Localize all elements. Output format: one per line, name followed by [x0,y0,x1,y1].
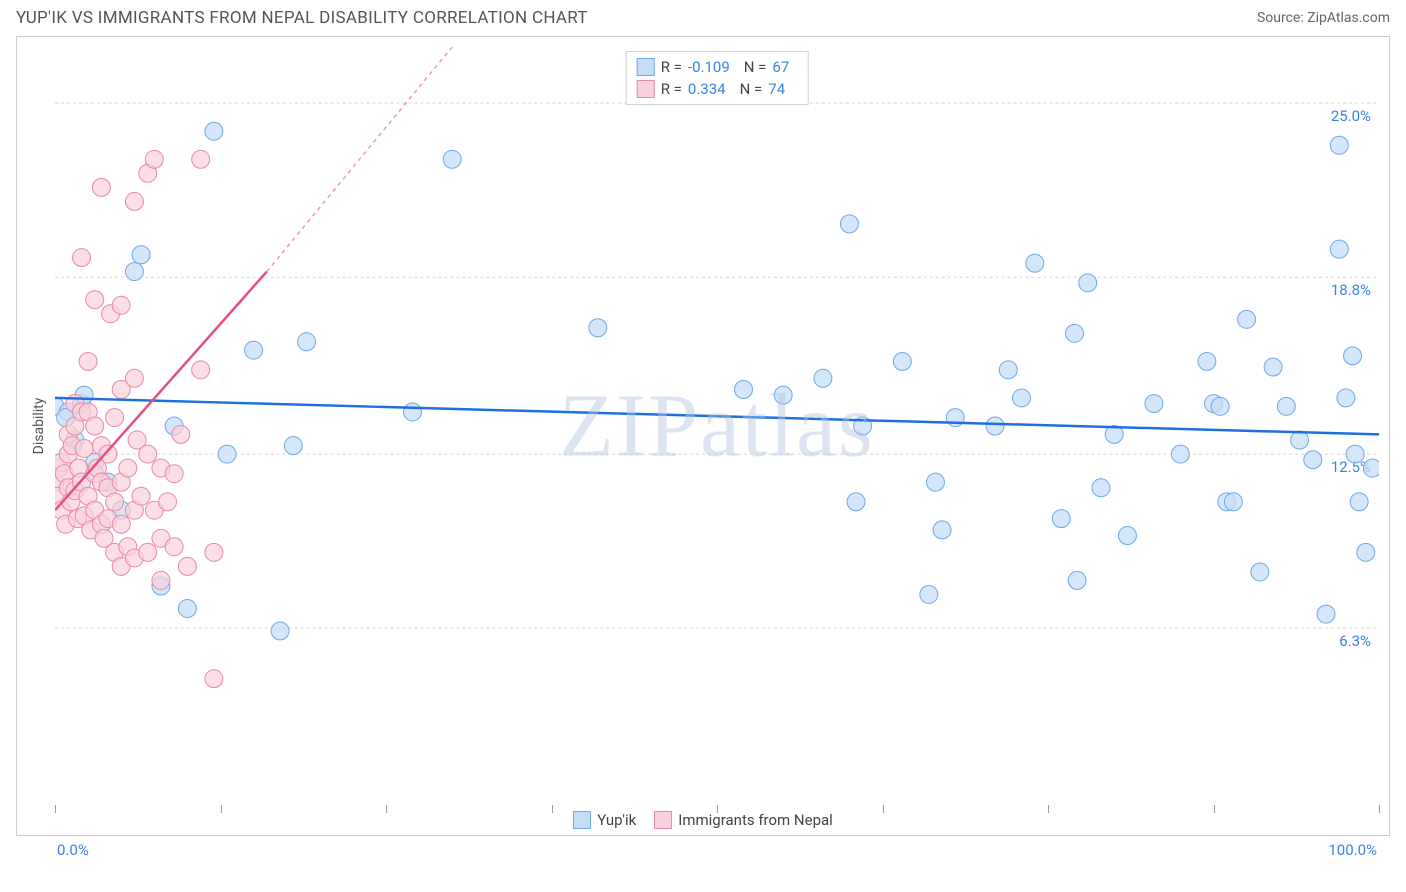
n-label: N = [740,80,763,98]
x-axis-max-label: 100.0% [1328,841,1377,859]
chart-title: YUP'IK VS IMMIGRANTS FROM NEPAL DISABILI… [16,8,588,28]
legend-item: Immigrants from Nepal [654,811,833,829]
legend-stats: R =-0.109N =67R =0.334N =74 [626,51,809,105]
legend-label: Immigrants from Nepal [678,811,833,829]
chart-svg: 6.3%12.5%18.8%25.0% [55,47,1379,805]
r-value: 0.334 [688,80,734,98]
legend-stat-row: R = -0.109 N = 67 [637,56,798,78]
source-attribution: Source: ZipAtlas.com [1257,10,1390,26]
legend-series: Yup'ik Immigrants from Nepal [17,811,1389,829]
svg-text:18.8%: 18.8% [1331,281,1371,299]
n-label: N = [744,58,767,76]
legend-swatch [637,58,655,76]
legend-item: Yup'ik [573,811,636,829]
legend-swatch [654,811,672,829]
r-label: R = [661,58,682,76]
legend-stat-row: R = 0.334 N = 74 [637,78,798,100]
chart-container: 0.0% 100.0% ZIPatlas 6.3%12.5%18.8%25.0%… [16,36,1390,836]
legend-label: Yup'ik [597,811,636,829]
plot-area: ZIPatlas 6.3%12.5%18.8%25.0% Disability … [55,47,1379,805]
legend-swatch [573,811,591,829]
r-value: -0.109 [688,58,738,76]
y-axis-label: Disability [31,398,47,455]
svg-text:25.0%: 25.0% [1331,107,1371,125]
n-value: 74 [768,80,793,98]
r-label: R = [661,80,682,98]
x-axis-min-label: 0.0% [57,841,89,859]
legend-swatch [637,80,655,98]
svg-text:6.3%: 6.3% [1339,632,1371,650]
n-value: 67 [772,58,797,76]
